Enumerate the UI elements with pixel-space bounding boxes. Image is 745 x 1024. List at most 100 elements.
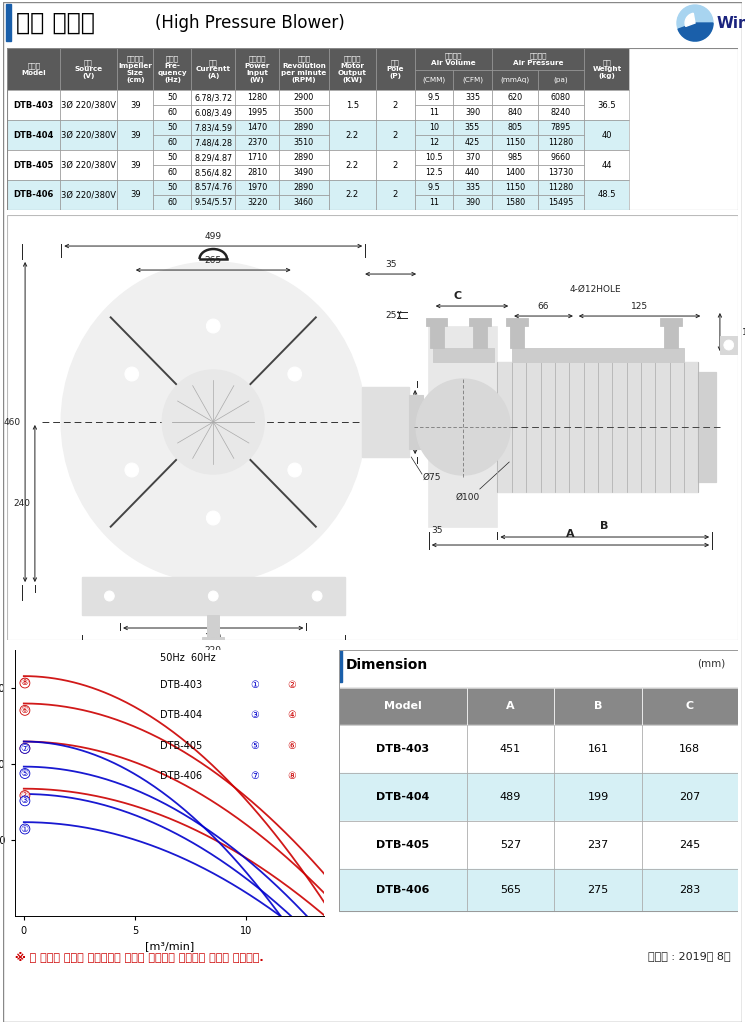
Bar bbox=[554, 820, 642, 868]
Bar bbox=[376, 90, 415, 120]
Bar bbox=[191, 180, 235, 195]
Text: 425: 425 bbox=[465, 138, 480, 147]
Bar bbox=[537, 165, 584, 180]
Text: Model: Model bbox=[384, 701, 422, 711]
Text: 2890: 2890 bbox=[294, 153, 314, 162]
Text: ①: ① bbox=[21, 824, 29, 834]
Text: (CFM): (CFM) bbox=[462, 77, 483, 83]
Bar bbox=[433, 331, 493, 523]
Bar bbox=[235, 135, 279, 151]
Bar bbox=[153, 48, 191, 90]
Bar bbox=[554, 868, 642, 911]
Bar bbox=[492, 180, 537, 195]
Bar bbox=[453, 151, 492, 165]
Bar bbox=[492, 165, 537, 180]
Bar bbox=[117, 90, 153, 120]
Text: (mm): (mm) bbox=[697, 658, 726, 669]
Text: C: C bbox=[453, 291, 461, 301]
Bar bbox=[554, 773, 642, 820]
Text: DTB-403: DTB-403 bbox=[13, 100, 54, 110]
Bar bbox=[279, 195, 329, 210]
Text: 회전수
Revolution
per minute
(RPM): 회전수 Revolution per minute (RPM) bbox=[282, 55, 326, 83]
Text: ②: ② bbox=[21, 791, 29, 800]
Bar bbox=[235, 105, 279, 120]
Text: 565: 565 bbox=[500, 885, 521, 895]
Text: 중량
Weight
(kg): 중량 Weight (kg) bbox=[592, 59, 621, 79]
Bar bbox=[642, 725, 738, 773]
Bar bbox=[235, 135, 279, 151]
Bar bbox=[153, 151, 191, 165]
Bar bbox=[453, 135, 492, 151]
Text: DTB-405: DTB-405 bbox=[160, 740, 203, 751]
Bar bbox=[664, 324, 678, 348]
Text: 1.5: 1.5 bbox=[346, 100, 359, 110]
Text: 10: 10 bbox=[429, 123, 439, 132]
Text: 240: 240 bbox=[13, 499, 30, 508]
Text: DTB-404: DTB-404 bbox=[160, 711, 203, 720]
Bar bbox=[492, 120, 537, 135]
Text: (CMM): (CMM) bbox=[422, 77, 446, 83]
Text: 489: 489 bbox=[500, 792, 521, 802]
Bar bbox=[492, 105, 537, 120]
Circle shape bbox=[209, 591, 218, 601]
Text: 190: 190 bbox=[205, 633, 222, 642]
Text: 12: 12 bbox=[429, 138, 439, 147]
Bar bbox=[453, 70, 492, 90]
Bar bbox=[492, 48, 584, 70]
Text: 50: 50 bbox=[168, 123, 177, 132]
Text: 237: 237 bbox=[587, 840, 609, 850]
Text: A: A bbox=[565, 529, 574, 539]
Bar bbox=[415, 180, 453, 195]
Bar bbox=[60, 48, 117, 90]
Bar bbox=[117, 48, 153, 90]
Text: DTB-403: DTB-403 bbox=[376, 743, 429, 754]
Bar bbox=[584, 151, 630, 180]
Bar bbox=[60, 151, 117, 180]
Wedge shape bbox=[678, 23, 713, 41]
Text: 소비전력
Power
Input
(W): 소비전력 Power Input (W) bbox=[244, 55, 270, 83]
Text: 1400: 1400 bbox=[505, 168, 525, 177]
Text: ⑥: ⑥ bbox=[21, 706, 29, 715]
Bar bbox=[492, 151, 537, 165]
Circle shape bbox=[125, 367, 139, 381]
Text: 161: 161 bbox=[588, 743, 609, 754]
Bar bbox=[6, 4, 11, 41]
Bar bbox=[191, 90, 235, 105]
Bar bbox=[415, 135, 453, 151]
Bar bbox=[584, 120, 630, 151]
Bar bbox=[117, 180, 153, 210]
Text: 2890: 2890 bbox=[294, 183, 314, 191]
Text: 840: 840 bbox=[507, 109, 522, 117]
Text: 작성일 : 2019년 8월: 작성일 : 2019년 8월 bbox=[647, 951, 730, 961]
Text: 355: 355 bbox=[465, 123, 480, 132]
Bar bbox=[453, 195, 492, 210]
Text: 12.5: 12.5 bbox=[425, 168, 443, 177]
Bar bbox=[191, 135, 235, 151]
Bar bbox=[584, 120, 630, 151]
Bar bbox=[235, 165, 279, 180]
Text: (High Pressure Blower): (High Pressure Blower) bbox=[155, 14, 345, 32]
Text: B: B bbox=[594, 701, 602, 711]
Bar bbox=[554, 725, 642, 773]
Bar bbox=[376, 151, 415, 180]
X-axis label: [m³/min]: [m³/min] bbox=[145, 941, 194, 951]
Bar bbox=[537, 165, 584, 180]
Bar bbox=[492, 135, 537, 151]
Text: B: B bbox=[600, 521, 609, 531]
Text: 9.5: 9.5 bbox=[428, 93, 440, 102]
Bar bbox=[415, 120, 453, 135]
Text: 805: 805 bbox=[507, 123, 522, 132]
Bar bbox=[153, 105, 191, 120]
Bar bbox=[191, 180, 235, 195]
Bar bbox=[453, 105, 492, 120]
Bar bbox=[642, 868, 738, 911]
Bar bbox=[466, 773, 554, 820]
Bar bbox=[191, 48, 235, 90]
Text: 39: 39 bbox=[130, 131, 141, 139]
Bar bbox=[642, 820, 738, 868]
Bar bbox=[279, 48, 329, 90]
Text: ⑧: ⑧ bbox=[21, 679, 29, 687]
Bar bbox=[235, 195, 279, 210]
Bar bbox=[642, 868, 738, 911]
Bar bbox=[191, 135, 235, 151]
